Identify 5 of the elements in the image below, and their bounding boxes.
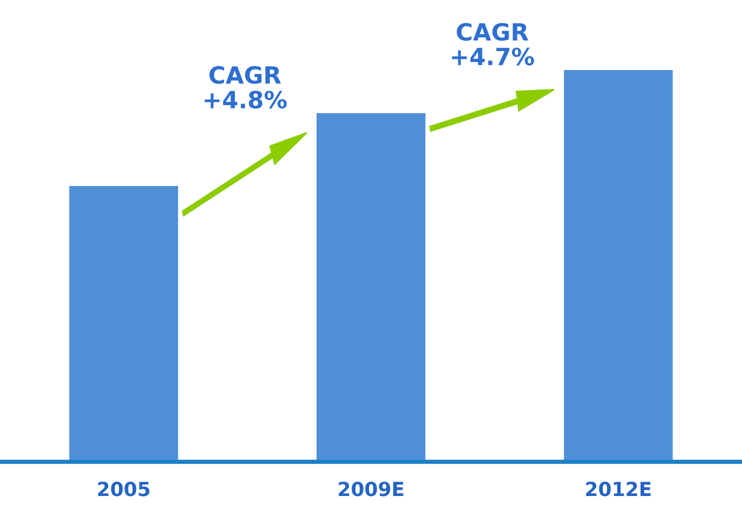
x-tick-label: 2005 [98, 482, 150, 496]
x-tick-label: 2012E [586, 482, 651, 496]
x-tick-label: 2009E [338, 482, 404, 496]
annotation: CAGR +4.8% [204, 66, 287, 109]
text: CAGR +4.7% [452, 22, 534, 66]
